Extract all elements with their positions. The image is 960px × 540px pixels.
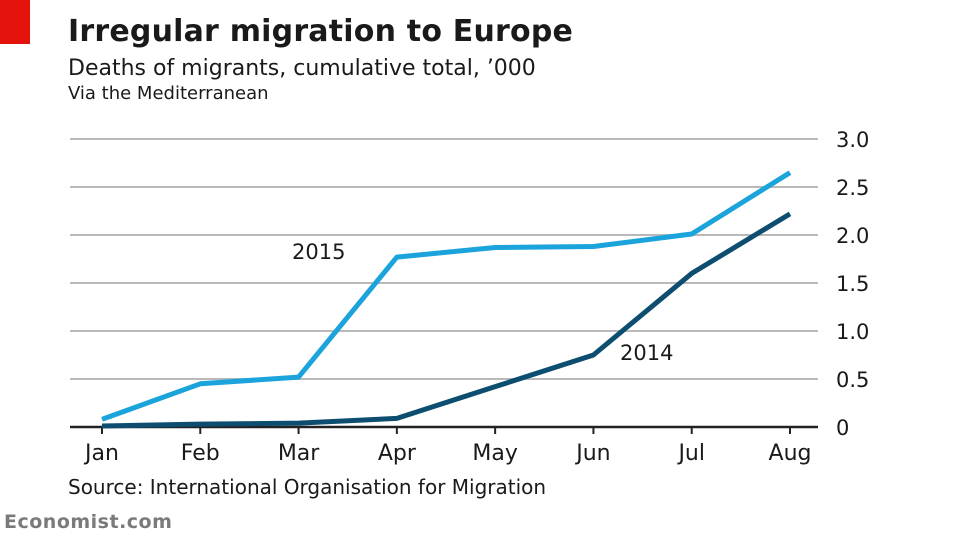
- brand-red-tab: [0, 0, 30, 44]
- x-tick-label: May: [472, 441, 517, 466]
- source-note: Source: International Organisation for M…: [68, 475, 547, 499]
- x-tick-label: Jun: [574, 441, 610, 466]
- x-tick-label: Feb: [181, 441, 220, 466]
- series-line-2015: [101, 170, 792, 422]
- chart-subsubtitle: Via the Mediterranean: [68, 83, 269, 104]
- y-tick-label: 0.5: [836, 368, 869, 392]
- x-tick-label: Mar: [278, 441, 320, 466]
- series-line-2014: [101, 211, 792, 429]
- y-tick-label: 1.0: [836, 320, 869, 344]
- chart-subtitle: Deaths of migrants, cumulative total, ’0…: [68, 56, 536, 81]
- economist-brand: Economist.com: [4, 511, 173, 533]
- y-tick-label: 0: [836, 416, 849, 440]
- x-tick-label: Jul: [676, 441, 705, 466]
- chart-title: Irregular migration to Europe: [68, 14, 574, 49]
- x-tick-label: Jan: [83, 441, 119, 466]
- x-tick-label: Aug: [769, 441, 812, 466]
- y-tick-label: 2.5: [836, 176, 869, 200]
- series-label-2015: 2015: [292, 240, 345, 264]
- y-tick-label: 3.0: [836, 128, 869, 152]
- series-label-2014: 2014: [620, 341, 673, 365]
- x-tick-label: Apr: [378, 441, 417, 466]
- y-tick-label: 1.5: [836, 272, 869, 296]
- y-tick-label: 2.0: [836, 224, 869, 248]
